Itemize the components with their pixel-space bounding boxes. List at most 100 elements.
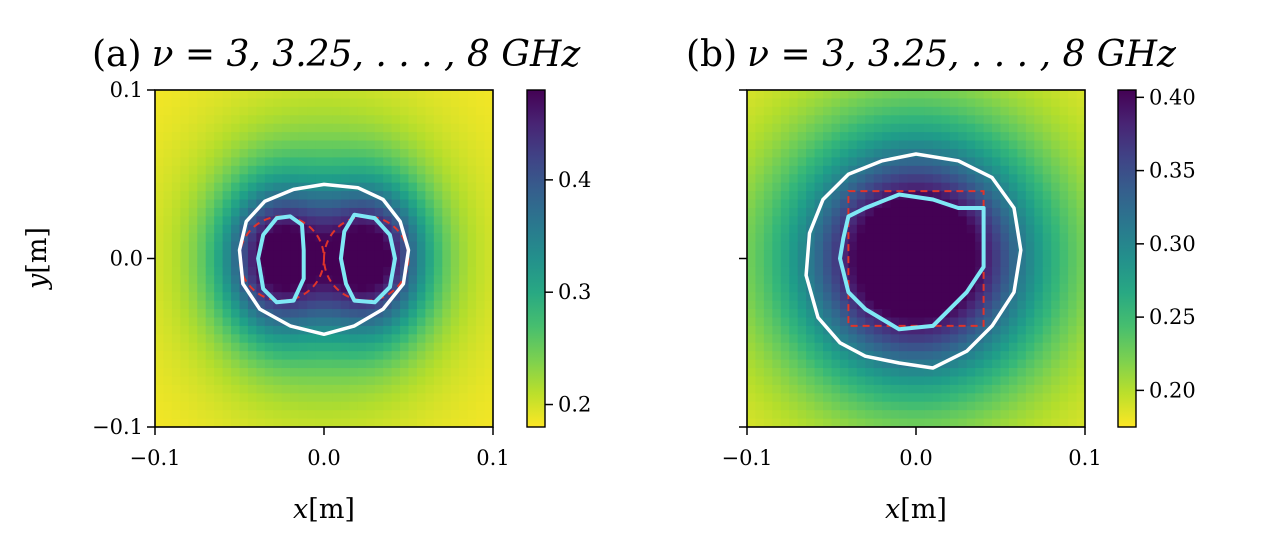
- heatmap-cell: [231, 132, 241, 142]
- heatmap-cell: [171, 368, 181, 378]
- heatmap-cell: [433, 275, 443, 285]
- heatmap-cell: [281, 224, 291, 234]
- heatmap-cell: [806, 325, 816, 335]
- heatmap-cell: [856, 334, 866, 344]
- heatmap-cell: [1017, 258, 1027, 268]
- heatmap-cell: [899, 224, 909, 234]
- heatmap-cell: [214, 233, 224, 243]
- heatmap-cell: [340, 317, 350, 327]
- heatmap-cell: [890, 283, 900, 293]
- heatmap-cell: [315, 123, 325, 133]
- heatmap-cell: [823, 90, 833, 100]
- heatmap-cell: [865, 393, 875, 403]
- heatmap-cell: [408, 376, 418, 386]
- heatmap-cell: [1068, 123, 1078, 133]
- heatmap-cell: [231, 90, 241, 100]
- heatmap-cell: [856, 199, 866, 209]
- heatmap-cell: [459, 148, 469, 159]
- heatmap-cell: [747, 90, 757, 100]
- heatmap-cell: [789, 191, 799, 201]
- heatmap-cell: [797, 393, 807, 403]
- heatmap-cell: [1068, 90, 1078, 100]
- heatmap-cell: [814, 106, 824, 116]
- heatmap-cell: [340, 115, 350, 125]
- heatmap-cell: [975, 418, 985, 427]
- heatmap-cell: [256, 157, 266, 167]
- heatmap-cell: [442, 174, 452, 184]
- heatmap-cell: [188, 98, 198, 108]
- heatmap-cell: [949, 207, 959, 217]
- heatmap-cell: [958, 410, 968, 420]
- heatmap-cell: [797, 98, 807, 108]
- heatmap-cell: [882, 140, 892, 150]
- heatmap-cell: [1068, 207, 1078, 217]
- heatmap-cell: [442, 317, 452, 327]
- heatmap-cell: [941, 393, 951, 403]
- colorbar-tick-label: 0.25: [1149, 305, 1196, 329]
- heatmap-cell: [383, 132, 393, 142]
- heatmap-cell: [239, 418, 249, 427]
- heatmap-cell: [442, 334, 452, 344]
- heatmap-cell: [763, 334, 773, 344]
- heatmap-cell: [932, 418, 942, 427]
- heatmap-cell: [459, 258, 469, 268]
- heatmap-cell: [450, 418, 460, 427]
- heatmap-cell: [298, 148, 308, 159]
- heatmap-cell: [416, 376, 426, 386]
- heatmap-cell: [476, 157, 486, 167]
- heatmap-cell: [1017, 90, 1027, 100]
- heatmap-cell: [197, 174, 207, 184]
- heatmap-cell: [171, 148, 181, 159]
- heatmap-cell: [222, 148, 232, 159]
- heatmap-cell: [1076, 418, 1085, 427]
- heatmap-cell: [1051, 283, 1061, 293]
- heatmap-cell: [433, 334, 443, 344]
- heatmap-cell: [247, 359, 257, 369]
- y-tick-label: 0.1: [110, 78, 143, 102]
- heatmap-cell: [231, 165, 241, 175]
- heatmap-cell: [1051, 334, 1061, 344]
- heatmap-cell: [839, 216, 849, 226]
- heatmap-cell: [873, 368, 883, 378]
- heatmap-cell: [1042, 368, 1052, 378]
- heatmap-cell: [188, 393, 198, 403]
- heatmap-cell: [747, 157, 757, 167]
- heatmap-cell: [975, 250, 985, 260]
- heatmap-cell: [324, 182, 334, 192]
- heatmap-cell: [747, 266, 757, 276]
- heatmap-cell: [408, 199, 418, 209]
- heatmap-cell: [214, 224, 224, 234]
- heatmap-cell: [416, 325, 426, 335]
- heatmap-cell: [949, 250, 959, 260]
- heatmap-cell: [1042, 275, 1052, 285]
- heatmap-cell: [366, 292, 376, 302]
- heatmap-cell: [307, 199, 317, 209]
- heatmap-cell: [214, 191, 224, 201]
- heatmap-cell: [307, 250, 317, 260]
- heatmap-cell: [349, 258, 359, 268]
- heatmap-cell: [307, 317, 317, 327]
- heatmap-cell: [839, 342, 849, 352]
- heatmap-cell: [882, 393, 892, 403]
- heatmap-cell: [416, 393, 426, 403]
- heatmap-cell: [831, 165, 841, 175]
- heatmap-cell: [298, 106, 308, 116]
- heatmap-cell: [188, 325, 198, 335]
- heatmap-cell: [814, 199, 824, 209]
- heatmap-cell: [332, 207, 342, 217]
- heatmap-cell: [315, 224, 325, 234]
- heatmap-cell: [839, 140, 849, 150]
- heatmap-cell: [416, 90, 426, 100]
- heatmap-cell: [171, 199, 181, 209]
- heatmap-cell: [357, 174, 367, 184]
- heatmap-cell: [789, 216, 799, 226]
- heatmap-cell: [966, 351, 976, 361]
- heatmap-cell: [315, 98, 325, 108]
- heatmap-cell: [332, 191, 342, 201]
- heatmap-cell: [1042, 359, 1052, 369]
- heatmap-cell: [290, 207, 300, 217]
- heatmap-cell: [155, 106, 165, 116]
- heatmap-cell: [763, 199, 773, 209]
- heatmap-cell: [983, 98, 993, 108]
- heatmap-cell: [349, 342, 359, 352]
